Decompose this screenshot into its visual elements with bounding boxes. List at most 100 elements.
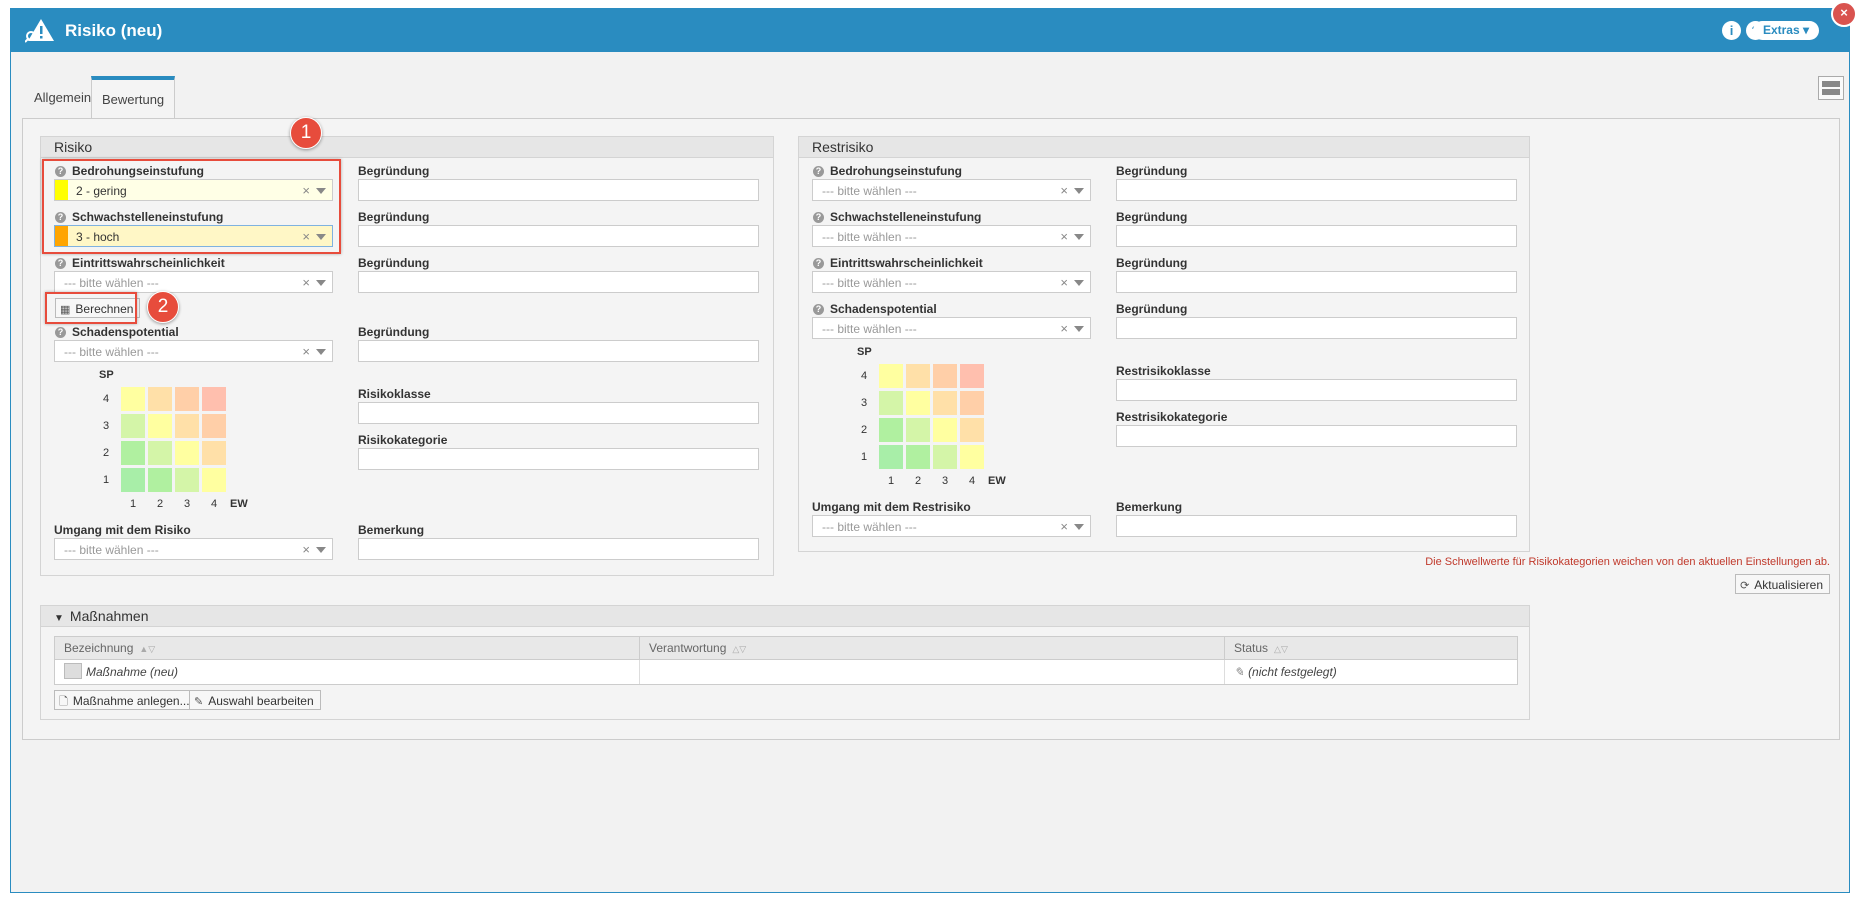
risikoklasse-field[interactable] [358, 402, 759, 424]
matrix-cell [906, 364, 930, 388]
clear-icon[interactable]: × [302, 542, 310, 557]
tab-bewertung[interactable]: Bewertung [91, 76, 176, 122]
rest-umgang-select[interactable]: --- bitte wählen --- × [812, 515, 1091, 537]
massnahme-icon [64, 663, 82, 679]
matrix-y-tick: 4 [861, 370, 868, 382]
help-question-icon[interactable]: ? [55, 327, 66, 338]
window-title: Risiko (neu) [65, 21, 163, 40]
rest-schaden-begruendung-input[interactable] [1116, 317, 1517, 339]
rest-bedrohung-select[interactable]: --- bitte wählen --- × [812, 179, 1091, 201]
rest-bemerkung-input[interactable] [1116, 515, 1517, 537]
clear-icon[interactable]: × [1060, 229, 1068, 244]
massnahme-anlegen-button[interactable]: 🗋 Maßnahme anlegen... [54, 690, 197, 710]
aktualisieren-button[interactable]: ⟳ Aktualisieren [1735, 574, 1830, 594]
chevron-down-icon[interactable] [1074, 234, 1084, 240]
chevron-down-icon[interactable] [316, 234, 326, 240]
table-header: Bezeichnung ▲▽ Verantwortung △▽ Status △▽ [55, 637, 1517, 660]
rest-eintritt-begruendung-input[interactable] [1116, 271, 1517, 293]
clear-icon[interactable]: × [1060, 519, 1068, 534]
rest-schwachstelle-select[interactable]: --- bitte wählen --- × [812, 225, 1091, 247]
matrix-cell [906, 445, 930, 469]
column-header-bezeichnung[interactable]: Bezeichnung ▲▽ [55, 637, 640, 659]
schaden-select[interactable]: --- bitte wählen --- × [54, 340, 333, 362]
restrisikoklasse-field[interactable] [1116, 379, 1517, 401]
matrix-cell [879, 391, 903, 415]
massnahme-anlegen-label: Maßnahme anlegen... [72, 694, 190, 708]
matrix-cell [202, 468, 226, 492]
help-question-icon[interactable]: ? [813, 166, 824, 177]
clear-icon[interactable]: × [302, 344, 310, 359]
matrix-cell [879, 445, 903, 469]
rest-bedrohung-begruendung-input[interactable] [1116, 179, 1517, 201]
help-question-icon[interactable]: ? [813, 304, 824, 315]
info-icon[interactable]: i [1722, 21, 1741, 40]
schaden-label: ? Schadenspotential [55, 325, 179, 339]
column-header-status[interactable]: Status △▽ [1234, 641, 1288, 655]
help-question-icon[interactable]: ? [813, 258, 824, 269]
extras-menu-button[interactable]: Extras ▾ [1752, 21, 1819, 40]
help-question-icon[interactable]: ? [813, 212, 824, 223]
help-question-icon[interactable]: ? [55, 212, 66, 223]
bedrohung-begruendung-input[interactable] [358, 179, 759, 201]
chevron-down-icon[interactable] [1074, 524, 1084, 530]
clear-icon[interactable]: × [302, 229, 310, 244]
help-question-icon[interactable]: ? [55, 166, 66, 177]
matrix-cell [121, 468, 145, 492]
matrix-cell [175, 414, 199, 438]
chevron-down-icon[interactable] [316, 280, 326, 286]
sort-icon: △▽ [732, 644, 747, 654]
rest-eintritt-select[interactable]: --- bitte wählen --- × [812, 271, 1091, 293]
extras-label: Extras [1762, 23, 1800, 37]
matrix-x-tick: 4 [211, 498, 218, 510]
eintritt-select[interactable]: --- bitte wählen --- × [54, 271, 333, 293]
bedrohung-select[interactable]: 2 - gering × [54, 179, 333, 201]
matrix-cell [906, 418, 930, 442]
chevron-down-icon[interactable] [1074, 280, 1084, 286]
clear-icon[interactable]: × [1060, 321, 1068, 336]
schaden-begruendung-input[interactable] [358, 340, 759, 362]
berechnen-button[interactable]: ▦ Berechnen [55, 298, 141, 318]
eintritt-placeholder: --- bitte wählen --- [64, 276, 159, 290]
matrix-cell [933, 445, 957, 469]
clear-icon[interactable]: × [1060, 275, 1068, 290]
sort-icon: ▲▽ [139, 644, 156, 654]
restrisikokategorie-field[interactable] [1116, 425, 1517, 447]
tab-allgemein[interactable]: Allgemein [34, 90, 92, 105]
chevron-down-icon[interactable] [316, 188, 326, 194]
risikoklasse-label: Risikoklasse [358, 387, 431, 401]
bemerkung-input[interactable] [358, 538, 759, 560]
rest-eintritt-label: ? Eintrittswahrscheinlichkeit [813, 256, 983, 270]
chevron-down-icon[interactable] [1074, 326, 1084, 332]
close-icon[interactable]: × [1831, 1, 1857, 27]
matrix-x-tick: 2 [915, 475, 922, 487]
massnahmen-section: ▼ Maßnahmen Bezeichnung ▲▽ Verantwortung △▽… [40, 605, 1530, 720]
chevron-down-icon[interactable] [316, 349, 326, 355]
help-question-icon[interactable]: ? [55, 258, 66, 269]
column-header-verantwortung[interactable]: Verantwortung △▽ [640, 637, 1225, 659]
eintritt-begruendung-input[interactable] [358, 271, 759, 293]
clear-icon[interactable]: × [302, 183, 310, 198]
layout-toggle-icon[interactable] [1818, 76, 1844, 100]
pencil-icon: ✎ [1234, 665, 1245, 679]
matrix-y-tick: 1 [861, 451, 868, 463]
clear-icon[interactable]: × [1060, 183, 1068, 198]
matrix-cell [148, 414, 172, 438]
risikokategorie-field[interactable] [358, 448, 759, 470]
schwachstelle-select[interactable]: 3 - hoch × [54, 225, 333, 247]
rest-schaden-select[interactable]: --- bitte wählen --- × [812, 317, 1091, 339]
table-row[interactable]: Maßnahme (neu) ✎ (nicht festgelegt) [55, 660, 1517, 684]
matrix-cell [175, 387, 199, 411]
matrix-cell [148, 387, 172, 411]
matrix-x-axis-label: EW [988, 475, 1006, 487]
umgang-label: Umgang mit dem Risiko [54, 523, 191, 537]
clear-icon[interactable]: × [302, 275, 310, 290]
umgang-select[interactable]: --- bitte wählen --- × [54, 538, 333, 560]
schwachstelle-begruendung-input[interactable] [358, 225, 759, 247]
auswahl-bearbeiten-button[interactable]: ✎ Auswahl bearbeiten [189, 690, 321, 710]
matrix-x-tick: 4 [969, 475, 976, 487]
massnahmen-header[interactable]: ▼ Maßnahmen [41, 606, 1529, 627]
rest-schwachstelle-begruendung-input[interactable] [1116, 225, 1517, 247]
chevron-down-icon[interactable] [1074, 188, 1084, 194]
chevron-down-icon[interactable] [316, 547, 326, 553]
schaden-placeholder: --- bitte wählen --- [64, 345, 159, 359]
